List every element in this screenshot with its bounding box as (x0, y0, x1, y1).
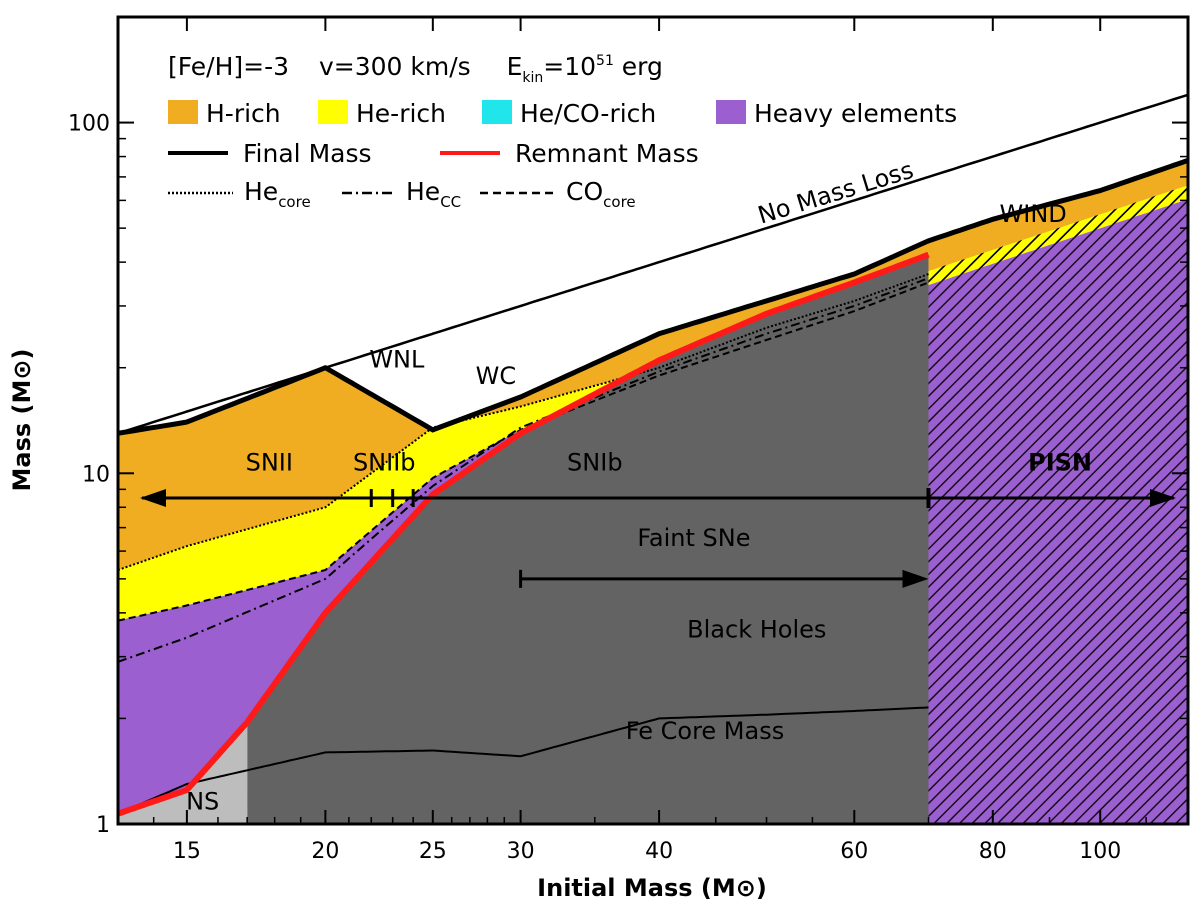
legend-swatch-he-rich (318, 100, 348, 124)
pisn-hatch (928, 160, 1188, 824)
pisn-he-hatch (928, 185, 1188, 286)
legend-label-heavy: Heavy elements (754, 99, 957, 128)
annotation-faint-sne: Faint SNe (637, 524, 750, 552)
x-tick-label: 25 (419, 839, 447, 864)
annotation-wnl: WNL (369, 346, 425, 374)
legend-label-he-rich: He-rich (356, 99, 446, 128)
x-tick-label: 100 (1079, 839, 1121, 864)
annotation-snib: SNIb (567, 448, 623, 476)
y-tick-label: 1 (96, 813, 110, 838)
x-axis-title: Initial Mass (M⊙) (537, 874, 767, 902)
y-tick-label: 10 (82, 462, 110, 487)
annotation-black-holes: Black Holes (687, 616, 826, 644)
he-cc-line (118, 277, 929, 663)
he-rich-region (118, 274, 929, 621)
annotation-wc: WC (476, 362, 517, 390)
faint-sne-arrow-head (902, 569, 929, 588)
legend-fills: H-rich He-rich He/CO-rich Heavy elements (168, 99, 957, 128)
fe-core-mass-line (118, 706, 929, 815)
annotation-no-mass-loss: No Mass Loss (755, 156, 917, 230)
legend-label-remnant-mass: Remnant Mass (515, 139, 699, 168)
y-tick-label: 100 (68, 112, 110, 137)
x-tick-label: 30 (507, 839, 535, 864)
annotation-wind: WIND (1000, 200, 1067, 228)
region-fills (118, 160, 1188, 824)
annotation-sniib: SNIIb (353, 448, 416, 476)
neutron-star-region (118, 722, 248, 824)
legend-label-he-cc: HeCC (406, 177, 461, 211)
h-rich-region (118, 240, 929, 570)
x-tick-label: 80 (979, 839, 1007, 864)
legend-label-heco-rich: He/CO-rich (520, 99, 656, 128)
legend-label-h-rich: H-rich (206, 99, 281, 128)
black-hole-region (247, 254, 929, 824)
x-tick-label: 20 (311, 839, 339, 864)
plot-frame (116, 15, 1190, 826)
sn-range-arrow-head (140, 489, 166, 508)
annotation-snii: SNII (246, 448, 293, 476)
legend-label-final-mass: Final Mass (243, 139, 372, 168)
annotation-fe-core-mass: Fe Core Mass (626, 717, 784, 745)
header-metallicity: [Fe/H]=-3 v=300 km/s Ekin=1051 erg (168, 52, 663, 86)
legend-lines: Final Mass Remnant Mass (168, 139, 699, 168)
annotation-ns: NS (186, 787, 219, 815)
co-core-line (118, 281, 929, 622)
legend-swatch-heco-rich (482, 100, 512, 124)
pisn-range-arrow-head (1150, 489, 1176, 508)
he-core-line (118, 273, 929, 571)
x-tick-label: 60 (840, 839, 868, 864)
x-tick-label: 15 (173, 839, 201, 864)
h-rich-region-wind-cover (928, 160, 1188, 271)
y-axis-title: Mass (M⊙) (8, 349, 36, 492)
range-arrows (140, 488, 1176, 588)
legend-swatch-h-rich (168, 100, 198, 124)
final-mass-line (118, 158, 1188, 436)
legend-dashes: Hecore HeCC COcore (168, 177, 636, 211)
legend-swatch-heavy (716, 100, 746, 124)
legend-label-co-core: COcore (566, 177, 636, 211)
remnant-mass-line (118, 251, 930, 817)
axis-ticks: 15 20 25 30 40 60 80 100 1 10 100 (68, 16, 1189, 864)
annotation-pisn: PISN (1028, 448, 1092, 476)
x-tick-label: 40 (645, 839, 673, 864)
legend-label-he-core: Hecore (244, 177, 311, 211)
series-lines (118, 93, 1188, 817)
